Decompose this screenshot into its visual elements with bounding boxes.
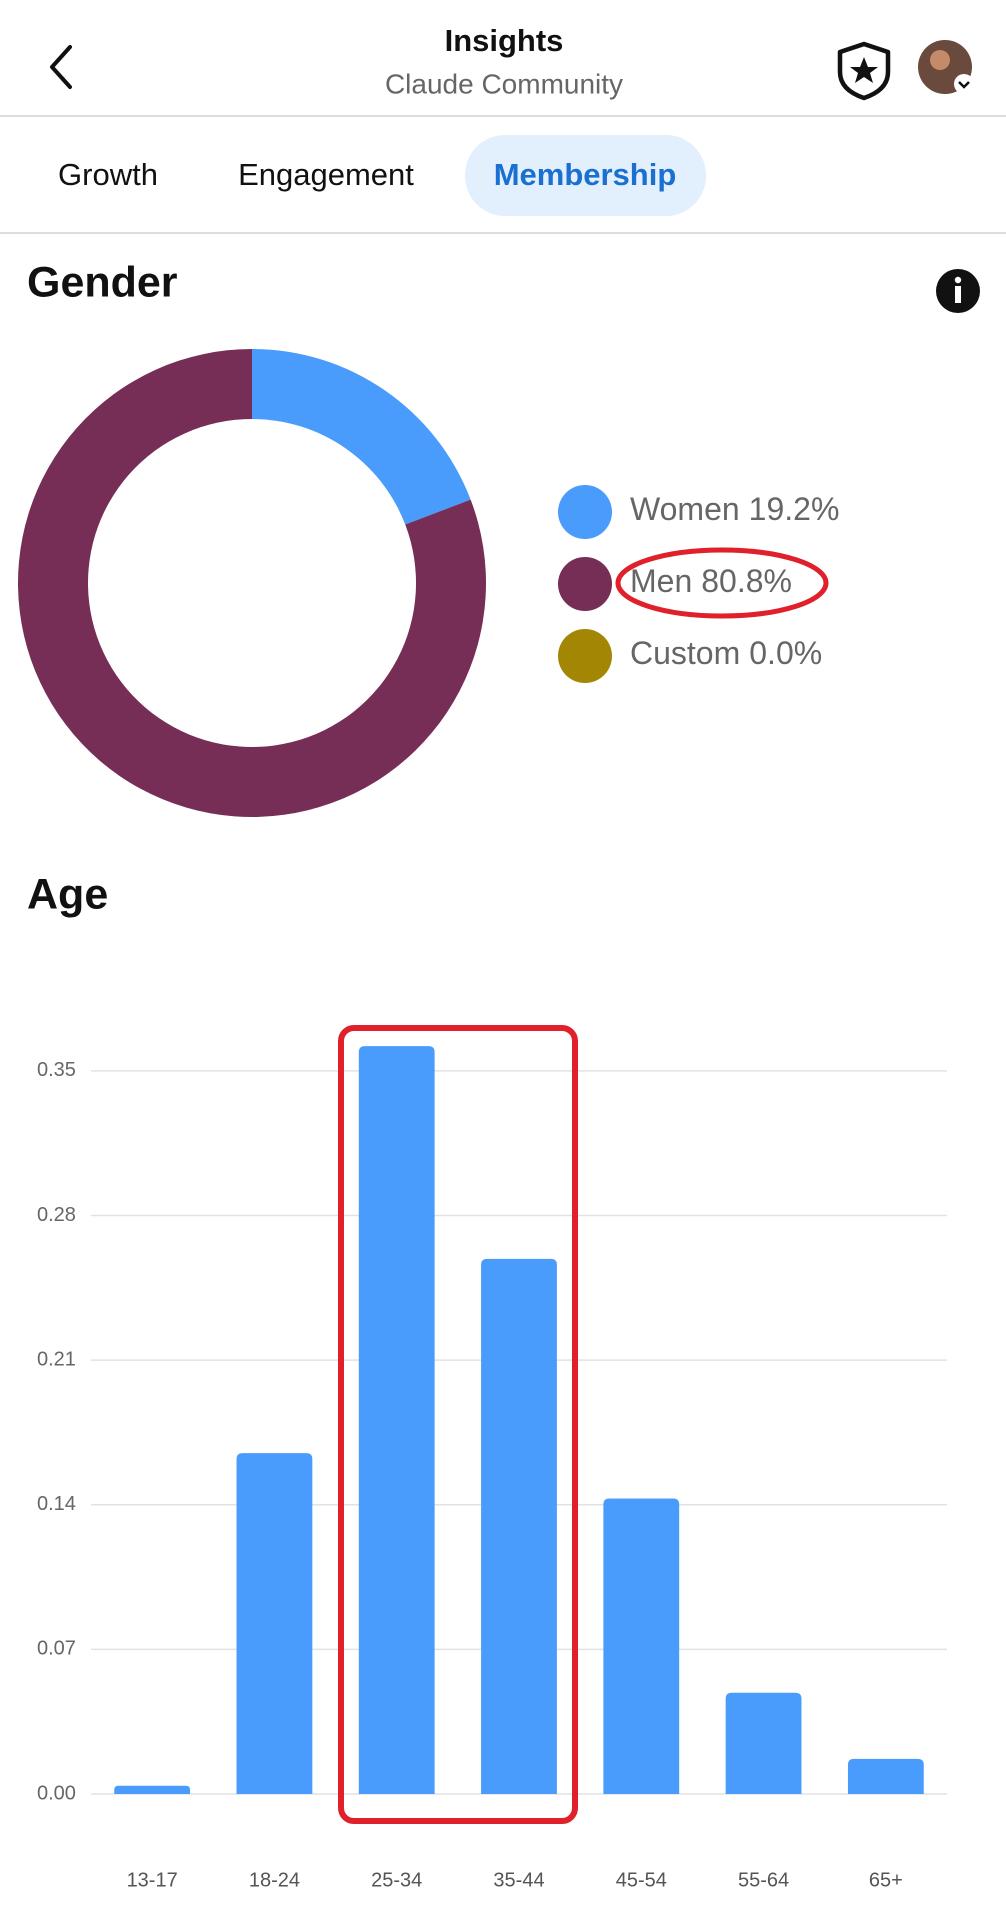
legend-entry: Women 19.2%: [630, 491, 839, 527]
bar: [358, 1046, 435, 1794]
header-subtitle: Claude Community: [385, 68, 623, 99]
x-tick-label: 45-54: [616, 1869, 667, 1891]
annotation-ellipse: [615, 547, 829, 619]
bar: [114, 1785, 191, 1794]
tab-active-pill: [465, 135, 706, 216]
y-tick-label: 0.07: [37, 1638, 76, 1660]
legend-entry: Custom 0.0%: [630, 635, 822, 671]
y-tick-label: 0.21: [37, 1348, 76, 1370]
admin-shield-icon[interactable]: [837, 41, 891, 101]
info-button[interactable]: [936, 269, 980, 313]
donut-segment: [252, 349, 471, 525]
tab[interactable]: Engagement: [238, 157, 414, 192]
x-tick-label: 25-34: [371, 1869, 422, 1891]
section-title: Gender: [27, 258, 178, 306]
profile-avatar[interactable]: [918, 40, 974, 94]
bar: [236, 1453, 313, 1794]
annotation-box: [338, 1025, 578, 1824]
x-tick-label: 65+: [869, 1869, 903, 1891]
y-tick-label: 0.28: [37, 1204, 76, 1226]
legend-swatch: [558, 629, 612, 683]
shield-star: [850, 57, 878, 83]
bar: [847, 1758, 924, 1794]
bar: [603, 1498, 680, 1794]
tab-bar: Growth Engagement Membership: [58, 135, 706, 216]
bar-chart: 0.00 0.07 0.14 0.21 0.28 0.35 13-17 18-24 25-34 3…: [37, 1046, 947, 1891]
x-tick-label: 55-64: [738, 1869, 789, 1891]
y-tick-label: 0.35: [37, 1059, 76, 1081]
y-tick-label: 0.14: [37, 1493, 76, 1515]
tab[interactable]: Growth: [58, 157, 158, 192]
info-dot: [954, 276, 962, 284]
legend-value: 19.2%: [749, 491, 840, 527]
info-stem: [955, 286, 961, 303]
legend-label: Women: [630, 491, 740, 527]
bar: [725, 1692, 802, 1794]
legend-entry: Men 80.8%: [630, 563, 792, 599]
tab-active[interactable]: Membership: [494, 157, 677, 192]
legend-swatch: [558, 557, 612, 611]
x-tick-label: 18-24: [249, 1869, 300, 1891]
donut-segment: [18, 349, 487, 818]
back-button[interactable]: [50, 45, 72, 89]
x-tick-label: 35-44: [493, 1869, 544, 1891]
x-tick-label: 13-17: [127, 1869, 178, 1891]
legend-value: 0.0%: [749, 635, 822, 671]
donut-chart: Women 19.2% Men 80.8% Custom 0.0%: [18, 349, 839, 818]
legend-value: 80.8%: [701, 563, 792, 599]
legend-swatch: [558, 485, 612, 539]
legend-label: Men: [630, 563, 692, 599]
header-title: Insights: [445, 23, 564, 58]
avatar-badge: [954, 74, 974, 94]
avatar-chevron: [958, 81, 970, 89]
avatar-face: [930, 50, 950, 70]
bar: [481, 1258, 557, 1794]
y-tick-label: 0.00: [37, 1782, 76, 1804]
section-title: Age: [27, 870, 108, 918]
legend-label: Custom: [630, 635, 740, 671]
